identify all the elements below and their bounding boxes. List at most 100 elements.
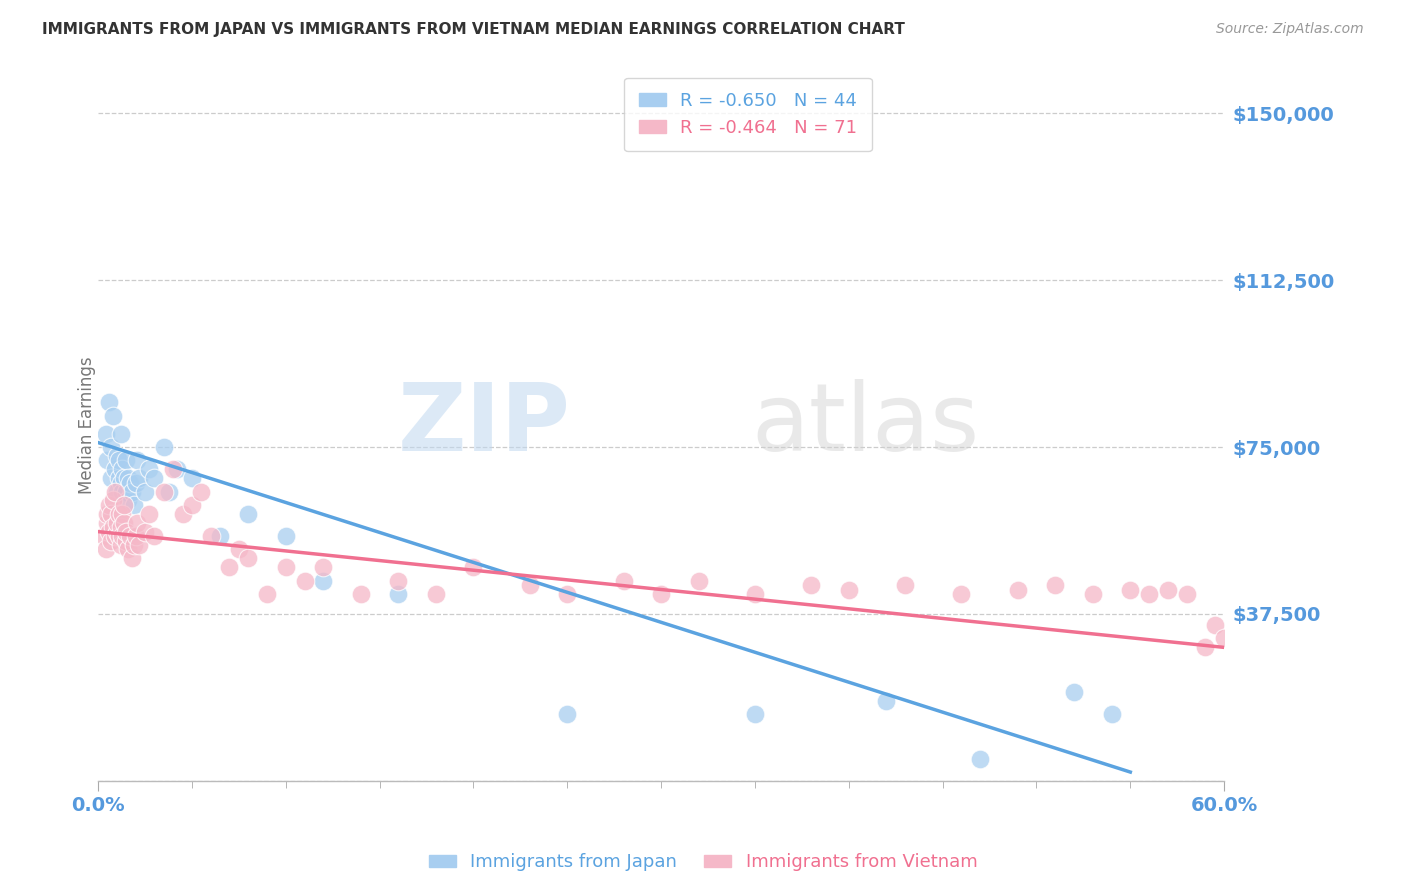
Point bbox=[110, 426, 132, 441]
Point bbox=[200, 529, 222, 543]
Point bbox=[838, 582, 860, 597]
Point bbox=[190, 484, 212, 499]
Point bbox=[894, 578, 917, 592]
Point bbox=[100, 471, 122, 485]
Point bbox=[950, 587, 973, 601]
Point bbox=[107, 529, 129, 543]
Point bbox=[111, 507, 134, 521]
Point bbox=[115, 453, 138, 467]
Point bbox=[744, 707, 766, 722]
Point bbox=[101, 409, 124, 423]
Point bbox=[134, 524, 156, 539]
Point bbox=[111, 462, 134, 476]
Point bbox=[519, 578, 541, 592]
Point bbox=[172, 507, 194, 521]
Point bbox=[143, 471, 166, 485]
Point bbox=[98, 498, 121, 512]
Point bbox=[110, 475, 132, 490]
Point bbox=[256, 587, 278, 601]
Point bbox=[1204, 618, 1226, 632]
Point bbox=[294, 574, 316, 588]
Point bbox=[127, 516, 149, 530]
Point bbox=[117, 471, 139, 485]
Point bbox=[312, 574, 335, 588]
Point bbox=[122, 538, 145, 552]
Point bbox=[105, 449, 128, 463]
Point bbox=[104, 529, 127, 543]
Point bbox=[104, 462, 127, 476]
Point bbox=[1157, 582, 1180, 597]
Point bbox=[105, 524, 128, 539]
Point bbox=[122, 498, 145, 512]
Point bbox=[425, 587, 447, 601]
Point bbox=[128, 538, 150, 552]
Point bbox=[124, 529, 146, 543]
Point bbox=[94, 426, 117, 441]
Point bbox=[180, 498, 202, 512]
Point bbox=[98, 395, 121, 409]
Point bbox=[744, 587, 766, 601]
Point bbox=[238, 507, 260, 521]
Point bbox=[157, 484, 180, 499]
Point bbox=[118, 529, 141, 543]
Point bbox=[875, 694, 897, 708]
Point bbox=[93, 529, 115, 543]
Point bbox=[152, 484, 174, 499]
Point bbox=[209, 529, 232, 543]
Point bbox=[152, 440, 174, 454]
Point bbox=[117, 542, 139, 557]
Point bbox=[387, 587, 409, 601]
Point bbox=[274, 560, 297, 574]
Y-axis label: Median Earnings: Median Earnings bbox=[77, 356, 96, 493]
Point bbox=[138, 507, 160, 521]
Point bbox=[1119, 582, 1142, 597]
Point bbox=[228, 542, 250, 557]
Point bbox=[101, 520, 124, 534]
Text: ZIP: ZIP bbox=[398, 379, 571, 471]
Point bbox=[1045, 578, 1067, 592]
Point bbox=[180, 471, 202, 485]
Point bbox=[121, 551, 143, 566]
Point bbox=[107, 507, 129, 521]
Point bbox=[100, 440, 122, 454]
Point bbox=[218, 560, 240, 574]
Point bbox=[111, 529, 134, 543]
Point bbox=[107, 453, 129, 467]
Point bbox=[101, 493, 124, 508]
Point bbox=[1194, 640, 1216, 655]
Point bbox=[118, 475, 141, 490]
Point bbox=[105, 516, 128, 530]
Point bbox=[387, 574, 409, 588]
Text: Source: ZipAtlas.com: Source: ZipAtlas.com bbox=[1216, 22, 1364, 37]
Point bbox=[104, 484, 127, 499]
Point bbox=[1175, 587, 1198, 601]
Point bbox=[143, 529, 166, 543]
Point bbox=[1007, 582, 1029, 597]
Point bbox=[115, 533, 138, 548]
Point bbox=[128, 471, 150, 485]
Point bbox=[124, 475, 146, 490]
Point bbox=[800, 578, 823, 592]
Point bbox=[350, 587, 373, 601]
Point bbox=[96, 507, 118, 521]
Point bbox=[115, 484, 138, 499]
Point bbox=[312, 560, 335, 574]
Point bbox=[117, 493, 139, 508]
Point bbox=[110, 538, 132, 552]
Point bbox=[115, 524, 138, 539]
Point bbox=[1137, 587, 1160, 601]
Point bbox=[463, 560, 485, 574]
Point bbox=[105, 484, 128, 499]
Legend: R = -0.650   N = 44, R = -0.464   N = 71: R = -0.650 N = 44, R = -0.464 N = 71 bbox=[624, 78, 872, 152]
Point bbox=[166, 462, 188, 476]
Point bbox=[162, 462, 184, 476]
Point bbox=[274, 529, 297, 543]
Point bbox=[688, 574, 710, 588]
Point bbox=[1063, 685, 1085, 699]
Point bbox=[555, 707, 578, 722]
Legend: Immigrants from Japan, Immigrants from Vietnam: Immigrants from Japan, Immigrants from V… bbox=[422, 847, 984, 879]
Point bbox=[650, 587, 672, 601]
Point bbox=[121, 484, 143, 499]
Point bbox=[138, 462, 160, 476]
Point bbox=[100, 533, 122, 548]
